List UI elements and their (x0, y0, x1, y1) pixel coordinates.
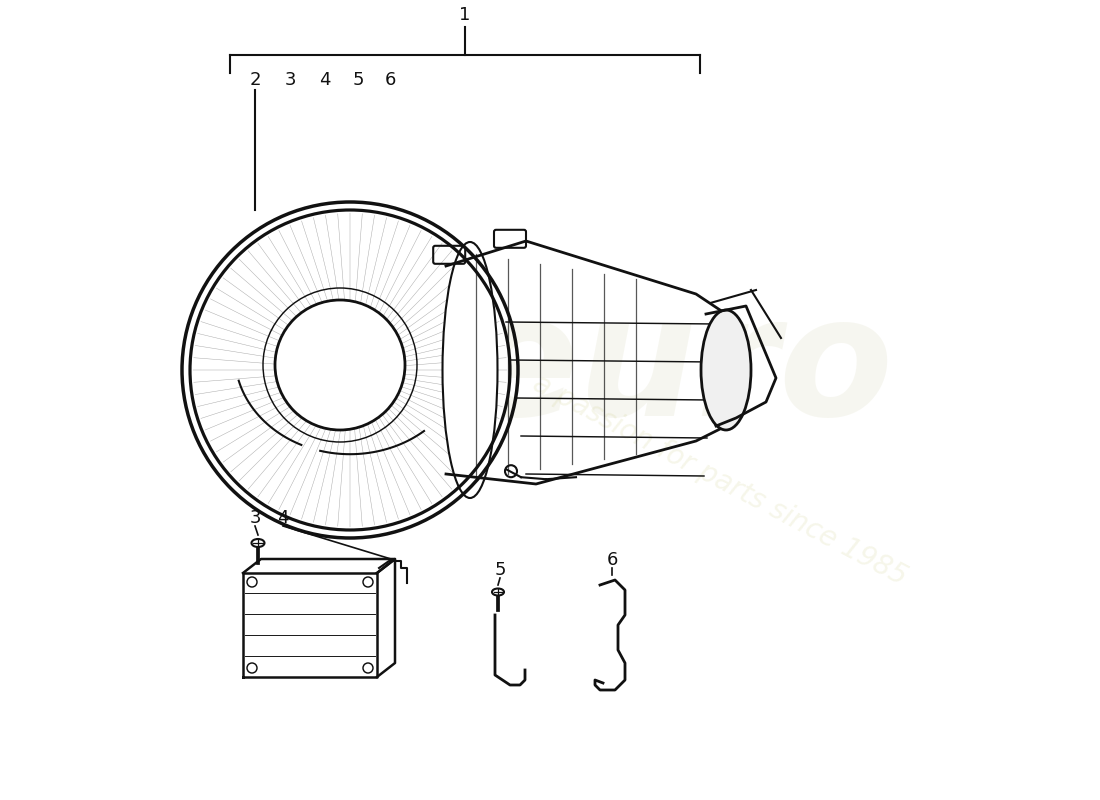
Text: 4: 4 (319, 71, 331, 89)
Text: euro: euro (466, 289, 894, 451)
Circle shape (275, 300, 405, 430)
Text: 3: 3 (284, 71, 296, 89)
Ellipse shape (492, 589, 504, 595)
Circle shape (190, 210, 510, 530)
Text: 4: 4 (277, 509, 288, 527)
Text: 3: 3 (250, 509, 261, 527)
Text: 6: 6 (606, 551, 618, 569)
Text: 5: 5 (352, 71, 364, 89)
Text: a passion for parts since 1985: a passion for parts since 1985 (528, 369, 912, 591)
Ellipse shape (252, 539, 264, 547)
Text: 2: 2 (250, 71, 261, 89)
Ellipse shape (701, 310, 751, 430)
Text: 5: 5 (494, 561, 506, 579)
Text: 6: 6 (384, 71, 396, 89)
Ellipse shape (442, 242, 497, 498)
Text: 1: 1 (460, 6, 471, 24)
